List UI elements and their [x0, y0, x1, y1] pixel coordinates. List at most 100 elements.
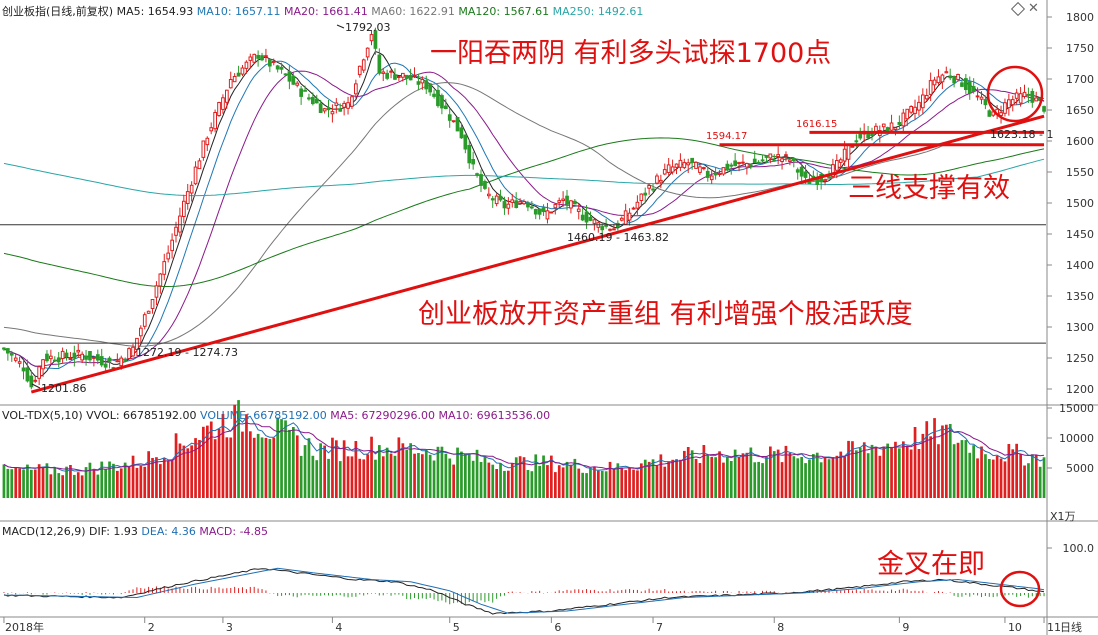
- candle-body: [690, 157, 694, 164]
- volume-bar: [131, 455, 135, 498]
- candle-body: [213, 112, 218, 130]
- candle-body: [686, 162, 691, 166]
- volume-unit-label: X1万: [1050, 510, 1076, 523]
- candle-body: [80, 353, 85, 361]
- candle-body: [6, 348, 10, 354]
- candle-body: [401, 72, 405, 78]
- price-tick-label: 1200: [1066, 383, 1094, 396]
- volume-bar: [65, 466, 68, 498]
- candle-body: [752, 158, 757, 163]
- candle-body: [682, 162, 687, 169]
- volume-bar: [718, 451, 721, 498]
- candle-body: [424, 80, 429, 90]
- candle-body: [182, 200, 186, 218]
- candle-body: [76, 349, 81, 353]
- candle-body: [725, 163, 730, 171]
- volume-bar: [960, 440, 964, 498]
- candle-body: [135, 337, 139, 350]
- volume-bar: [491, 464, 495, 498]
- candle-body: [9, 352, 14, 356]
- volume-bar: [651, 459, 655, 498]
- candle-body: [565, 195, 569, 205]
- volume-bar: [104, 469, 107, 498]
- volume-bar: [780, 462, 784, 498]
- candle-body: [268, 59, 272, 67]
- volume-bar: [784, 445, 788, 498]
- candle-body: [314, 98, 319, 104]
- volume-bar: [554, 472, 557, 498]
- highlight-circle: [986, 65, 1044, 123]
- volume-bar: [815, 452, 819, 498]
- candle-body: [264, 55, 268, 58]
- candle-body: [659, 179, 663, 183]
- volume-bar: [182, 445, 186, 498]
- candle-body: [205, 137, 210, 146]
- candle-body: [299, 88, 303, 97]
- volume-bar: [913, 427, 917, 498]
- volume-bar: [941, 425, 944, 498]
- candle-body: [537, 208, 542, 215]
- volume-bar: [808, 459, 811, 498]
- candle-body: [463, 134, 468, 150]
- close-icon[interactable]: ✕: [1028, 1, 1039, 16]
- candle-body: [670, 166, 675, 173]
- volume-bar: [315, 460, 319, 498]
- volume-bar: [694, 459, 698, 498]
- chart-title: 创业板指(日线,前复权): [2, 5, 114, 18]
- candle-body: [303, 89, 307, 92]
- volume-bar: [823, 456, 827, 498]
- volume-legend-item: VOLUME: 66785192.00: [196, 409, 327, 422]
- volume-bar: [819, 462, 823, 498]
- volume-bar: [143, 466, 147, 498]
- price-panel-header: 创业板指(日线,前复权) MA5: 1654.93 MA10: 1657.11 …: [2, 3, 643, 19]
- volume-bar: [166, 460, 170, 498]
- volume-bar: [690, 450, 694, 498]
- volume-bar: [116, 470, 119, 498]
- volume-bar: [385, 447, 389, 498]
- candle-body: [21, 367, 26, 372]
- volume-bar: [804, 463, 807, 498]
- candle-body: [932, 79, 937, 86]
- time-tick-label: 6: [554, 621, 561, 634]
- volume-bar: [170, 459, 174, 498]
- candle-body: [764, 155, 769, 158]
- highlight-circle: [999, 570, 1041, 608]
- volume-bar: [890, 446, 893, 498]
- macd-panel-header: MACD(12,26,9) DIF: 1.93 DEA: 4.36 MACD: …: [2, 525, 268, 538]
- volume-bar: [698, 463, 702, 498]
- candle-body: [713, 172, 718, 176]
- candle-body: [850, 145, 855, 148]
- volume-bar: [456, 447, 459, 498]
- candle-body: [733, 160, 737, 166]
- volume-bar: [655, 465, 659, 498]
- volume-bar: [374, 459, 377, 498]
- candle-body: [221, 97, 225, 110]
- volume-bar: [335, 440, 338, 498]
- volume-bar: [679, 459, 682, 498]
- candle-body: [494, 195, 499, 205]
- volume-bar: [92, 468, 96, 498]
- candle-body: [639, 193, 644, 202]
- candle-body: [2, 347, 6, 350]
- volume-bar: [178, 443, 182, 498]
- candle-body: [471, 159, 475, 165]
- volume-bar: [952, 444, 956, 498]
- candle-body: [53, 359, 57, 362]
- volume-bar: [526, 470, 530, 498]
- candle-body: [678, 159, 683, 168]
- candle-body: [549, 211, 554, 214]
- candle-body: [600, 226, 605, 231]
- candle-body: [256, 55, 260, 59]
- time-tick-label: 8: [777, 621, 784, 634]
- candle-body: [768, 153, 773, 159]
- volume-bar: [561, 467, 565, 498]
- volume-bar: [256, 433, 260, 498]
- time-tick-label: 2: [148, 621, 155, 634]
- candle-body: [643, 192, 648, 196]
- candle-body: [522, 201, 526, 205]
- volume-bar: [295, 435, 299, 498]
- candle-body: [178, 215, 182, 233]
- volume-bar: [378, 445, 381, 498]
- candle-body: [291, 75, 296, 85]
